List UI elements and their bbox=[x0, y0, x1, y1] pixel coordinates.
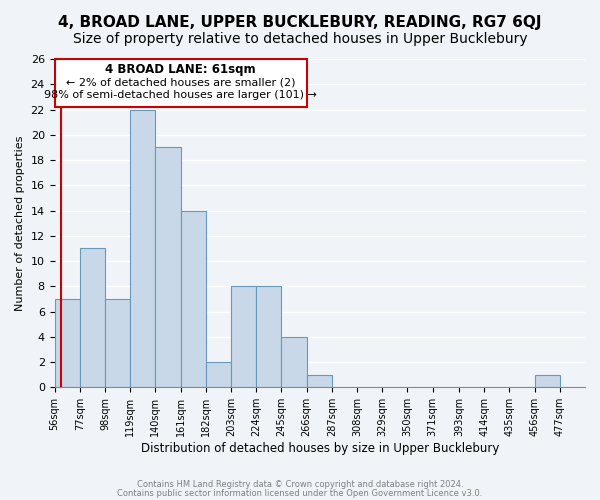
Text: 98% of semi-detached houses are larger (101) →: 98% of semi-detached houses are larger (… bbox=[44, 90, 317, 100]
Text: 4 BROAD LANE: 61sqm: 4 BROAD LANE: 61sqm bbox=[105, 64, 256, 76]
Bar bbox=[80, 248, 105, 388]
Bar bbox=[231, 286, 256, 388]
Text: Size of property relative to detached houses in Upper Bucklebury: Size of property relative to detached ho… bbox=[73, 32, 527, 46]
Bar bbox=[256, 286, 281, 388]
Bar bbox=[181, 210, 206, 388]
Text: ← 2% of detached houses are smaller (2): ← 2% of detached houses are smaller (2) bbox=[66, 78, 295, 88]
Bar bbox=[55, 299, 80, 388]
Bar bbox=[206, 362, 231, 388]
X-axis label: Distribution of detached houses by size in Upper Bucklebury: Distribution of detached houses by size … bbox=[140, 442, 499, 455]
Bar bbox=[535, 374, 560, 388]
Text: Contains public sector information licensed under the Open Government Licence v3: Contains public sector information licen… bbox=[118, 488, 482, 498]
FancyBboxPatch shape bbox=[55, 59, 307, 107]
Bar bbox=[307, 374, 332, 388]
Bar bbox=[155, 148, 181, 388]
Bar bbox=[281, 337, 307, 388]
Text: Contains HM Land Registry data © Crown copyright and database right 2024.: Contains HM Land Registry data © Crown c… bbox=[137, 480, 463, 489]
Bar bbox=[105, 299, 130, 388]
Text: 4, BROAD LANE, UPPER BUCKLEBURY, READING, RG7 6QJ: 4, BROAD LANE, UPPER BUCKLEBURY, READING… bbox=[58, 15, 542, 30]
Y-axis label: Number of detached properties: Number of detached properties bbox=[15, 136, 25, 311]
Bar bbox=[130, 110, 155, 388]
